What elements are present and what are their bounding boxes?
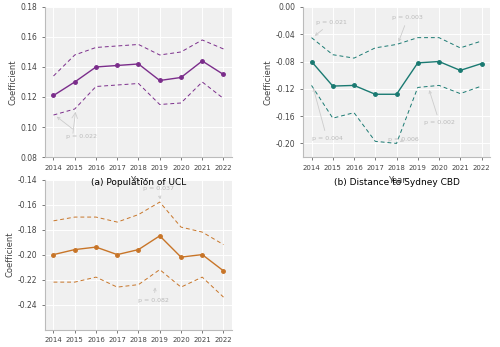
Y-axis label: Coefficient: Coefficient <box>8 59 18 105</box>
Text: p = 0.037: p = 0.037 <box>142 186 174 198</box>
Y-axis label: Coefficient: Coefficient <box>6 232 15 277</box>
Text: p = 0.004: p = 0.004 <box>312 89 342 141</box>
Text: p = 0.006: p = 0.006 <box>388 137 419 142</box>
Text: p = 0.021: p = 0.021 <box>316 20 346 35</box>
Y-axis label: Coefficient: Coefficient <box>264 59 273 105</box>
X-axis label: Year: Year <box>130 176 148 185</box>
Text: p = 0.082: p = 0.082 <box>138 288 170 303</box>
Text: p = 0.003: p = 0.003 <box>392 15 423 41</box>
Text: p = 0.022: p = 0.022 <box>58 117 97 138</box>
Text: (a) Population of UCL: (a) Population of UCL <box>91 178 186 187</box>
X-axis label: Year: Year <box>388 176 406 185</box>
Text: p = 0.002: p = 0.002 <box>424 91 455 125</box>
Text: (b) Distance to Sydney CBD: (b) Distance to Sydney CBD <box>334 178 460 187</box>
